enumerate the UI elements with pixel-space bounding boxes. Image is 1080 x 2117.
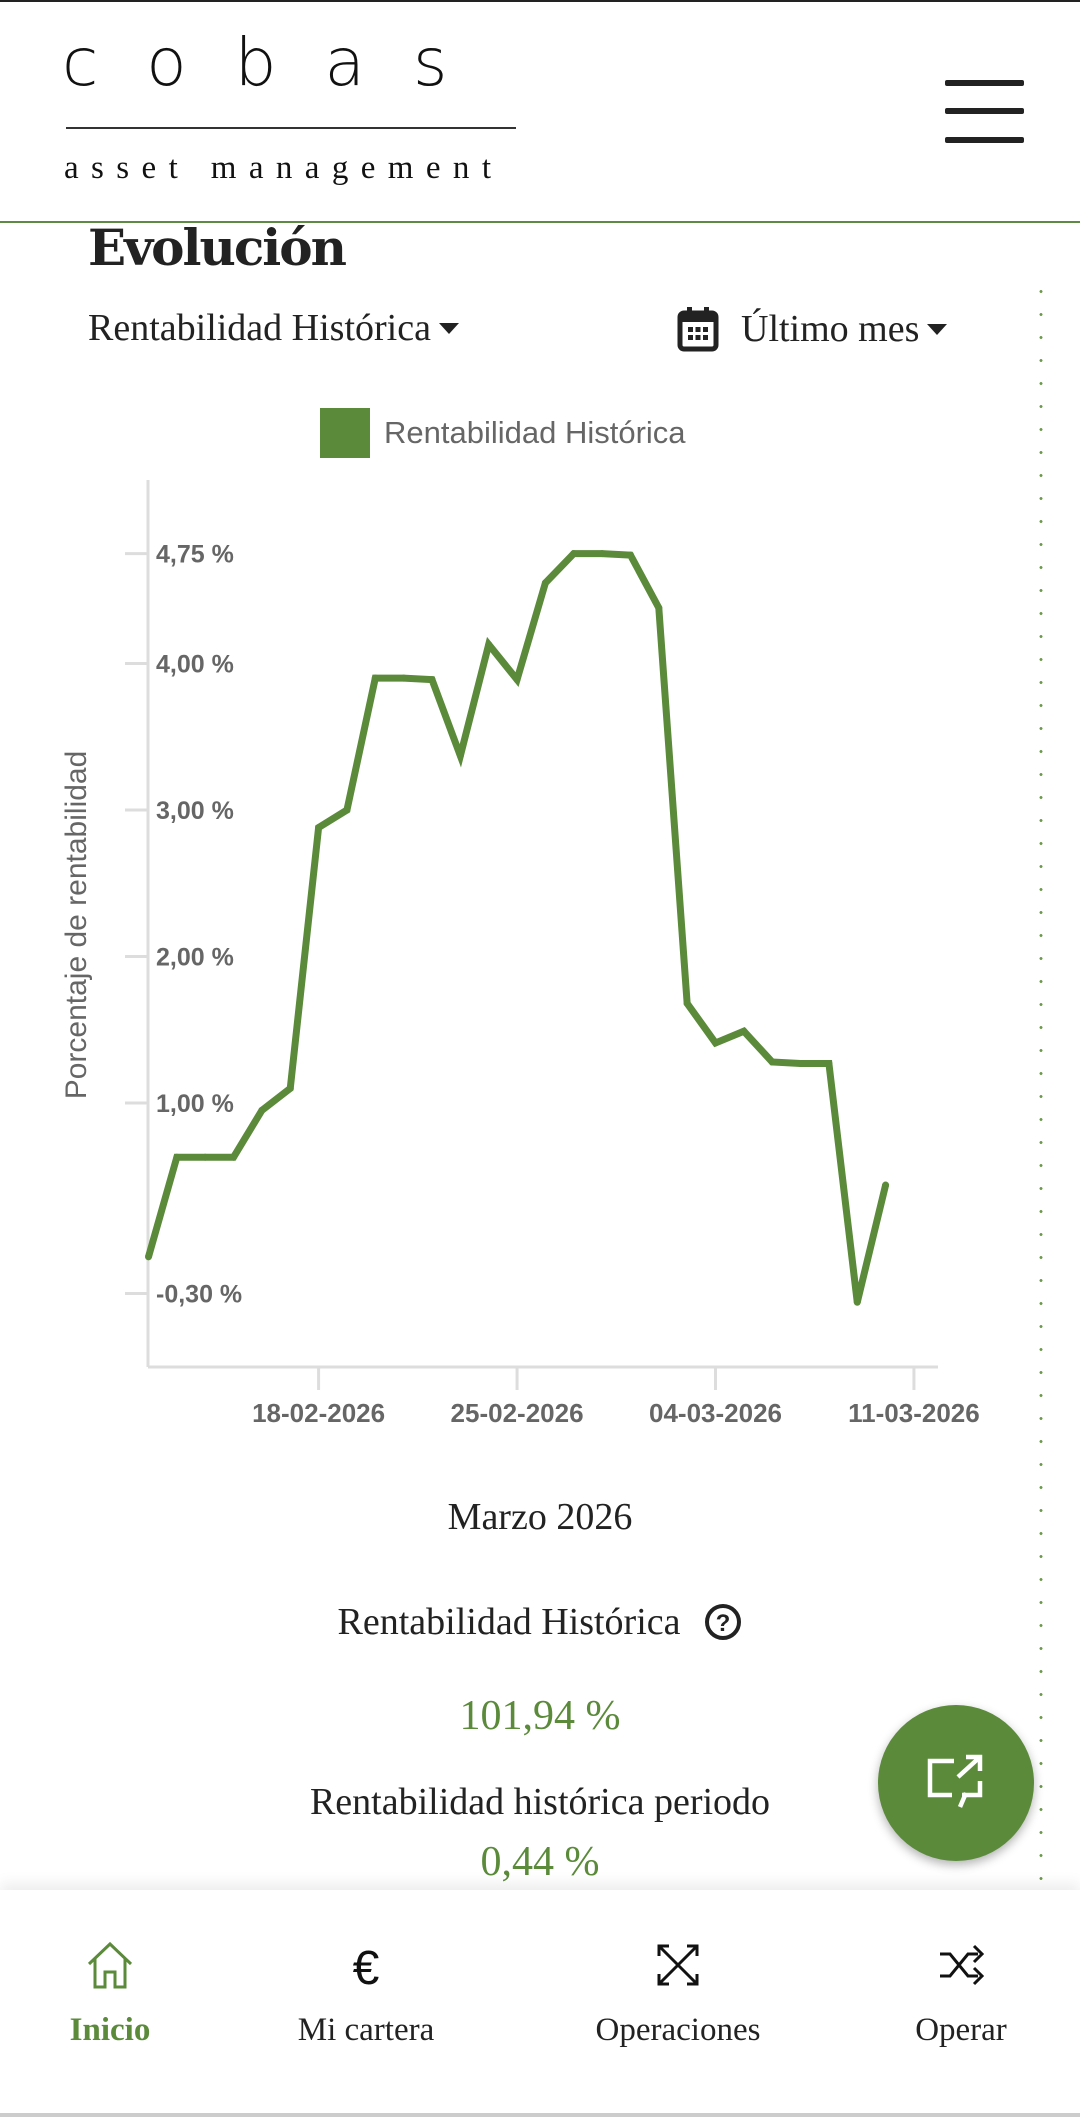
- data-point: [655, 604, 663, 612]
- data-point: [712, 1039, 719, 1047]
- metric-dropdown-label: Rentabilidad Histórica: [88, 307, 431, 349]
- y-tick-label: 4,00 %: [156, 651, 234, 679]
- hist-return-label: Rentabilidad Histórica: [337, 1601, 681, 1643]
- nav-label: Operar: [915, 2012, 1007, 2048]
- period-month: Marzo 2026: [447, 1496, 633, 1538]
- y-axis-label: Porcentaje de rentabilidad: [60, 751, 93, 1100]
- y-tick-label: 3,00 %: [156, 797, 234, 825]
- data-point: [825, 1059, 833, 1067]
- data-point: [428, 676, 436, 684]
- data-point: [456, 752, 464, 760]
- data-point: [541, 579, 549, 587]
- data-point: [768, 1058, 776, 1066]
- data-point: [882, 1181, 890, 1189]
- data-point: [230, 1153, 238, 1161]
- y-tick-label: 2,00 %: [156, 944, 234, 972]
- nav-item-mi-cartera[interactable]: € Mi cartera: [236, 1890, 496, 2110]
- calendar-icon: [677, 307, 719, 352]
- caret-down-icon: [438, 322, 459, 334]
- top-border: [0, 0, 1080, 2]
- data-point: [485, 640, 493, 648]
- page-title: Evolución: [88, 218, 347, 277]
- hist-return-value: 101,94 %: [459, 1693, 621, 1739]
- data-point: [286, 1084, 294, 1092]
- data-point: [570, 550, 578, 558]
- period-dropdown[interactable]: Último mes: [677, 306, 948, 352]
- app-header: cobas asset management: [0, 2, 1080, 223]
- period-dropdown-label: Último mes: [741, 308, 920, 350]
- y-tick-label: -0,30 %: [156, 1280, 242, 1308]
- data-point: [513, 676, 521, 684]
- y-tick-label: 4,75 %: [156, 541, 234, 569]
- svg-text:?: ?: [716, 1610, 731, 1637]
- data-point: [315, 824, 323, 832]
- data-point: [343, 806, 351, 814]
- data-point: [626, 551, 634, 559]
- hist-return-row: Rentabilidad Histórica ?: [0, 1600, 1080, 1644]
- data-point: [145, 1253, 152, 1261]
- data-point: [797, 1059, 805, 1067]
- legend-label: Rentabilidad Histórica: [384, 415, 686, 450]
- legend-swatch: [320, 408, 370, 458]
- nav-label: Mi cartera: [297, 2012, 435, 2048]
- chat-share-icon: [927, 1754, 983, 1808]
- dotted-divider: [1036, 280, 1046, 1880]
- euro-icon: €: [353, 1942, 380, 1990]
- x-tick-label: 04-03-2026: [649, 1398, 782, 1428]
- arrows-cross-icon: [657, 1944, 699, 1986]
- metric-dropdown[interactable]: Rentabilidad Histórica: [88, 306, 459, 350]
- data-point: [400, 674, 408, 682]
- hamburger-icon[interactable]: [940, 72, 1030, 152]
- nav-label: Inicio: [69, 2012, 151, 2048]
- data-point: [740, 1027, 748, 1035]
- data-point: [598, 550, 606, 558]
- nav-item-operar[interactable]: Operar: [831, 1890, 1080, 2110]
- data-point: [683, 999, 691, 1007]
- shuffle-icon: [940, 1944, 985, 1986]
- bottom-nav: Inicio € Mi cartera Operaciones Operar: [0, 1890, 1080, 2117]
- line-chart: Porcentaje de rentabilidad 4,75 % 4,00 % 3…: [60, 480, 980, 1428]
- svg-text:€: €: [353, 1942, 380, 1990]
- logo-text: cobas: [62, 24, 496, 101]
- data-point: [853, 1298, 861, 1306]
- chart-legend[interactable]: Rentabilidad Histórica: [320, 408, 686, 458]
- period-return-label: Rentabilidad histórica periodo: [309, 1781, 771, 1823]
- data-point: [173, 1153, 181, 1161]
- nav-item-operaciones[interactable]: Operaciones: [548, 1890, 808, 2110]
- nav-label: Operaciones: [595, 2012, 761, 2048]
- data-point: [201, 1153, 209, 1161]
- chat-button[interactable]: [878, 1705, 1034, 1861]
- nav-item-inicio[interactable]: Inicio: [0, 1890, 240, 2110]
- home-icon: [87, 1941, 133, 1989]
- period-return-value: 0,44 %: [480, 1839, 600, 1885]
- data-point: [371, 674, 379, 682]
- y-tick-label: 1,00 %: [156, 1090, 234, 1118]
- x-tick-label: 25-02-2026: [451, 1398, 584, 1428]
- data-line: [145, 550, 890, 1304]
- caret-down-icon: [927, 323, 948, 335]
- logo-subtitle: asset management: [64, 150, 504, 186]
- x-tick-label: 11-03-2026: [848, 1398, 980, 1428]
- help-icon[interactable]: ?: [704, 1603, 742, 1641]
- x-tick-label: 18-02-2026: [252, 1398, 385, 1428]
- data-point: [258, 1106, 266, 1114]
- logo-divider: [66, 127, 516, 129]
